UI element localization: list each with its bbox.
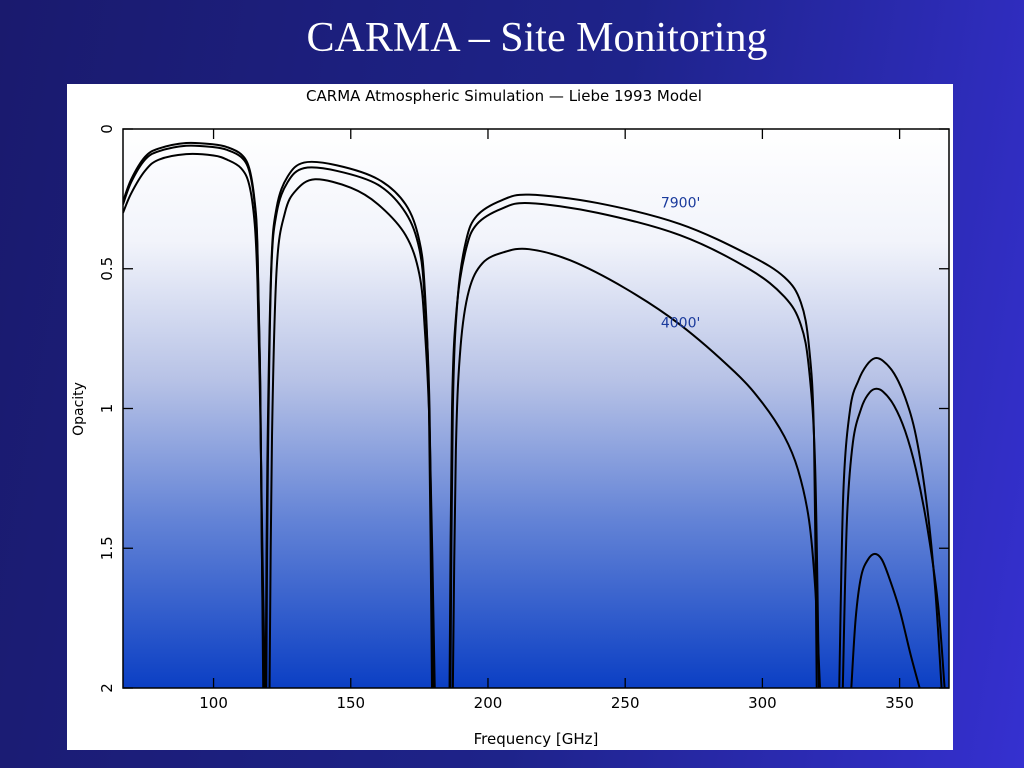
x-tick-label: 100 bbox=[199, 694, 228, 712]
series-3-segment-1 bbox=[123, 152, 266, 688]
opacity-chart: CARMA Atmospheric Simulation — Liebe 199… bbox=[71, 87, 950, 748]
slide-title: CARMA – Site Monitoring bbox=[306, 15, 768, 61]
x-axis-ticks: 100 150 200 250 300 350 bbox=[199, 129, 914, 712]
curve-annotation: 4000' bbox=[661, 315, 700, 331]
chart-figure: CARMA Atmospheric Simulation — Liebe 199… bbox=[67, 84, 953, 750]
series-3-segment-4 bbox=[850, 552, 921, 688]
x-tick-label: 200 bbox=[474, 694, 503, 712]
curve-group bbox=[123, 141, 946, 688]
series-2-segment-4 bbox=[841, 387, 946, 688]
curve-annotation: 7900' bbox=[661, 195, 700, 211]
x-tick-label: 300 bbox=[748, 694, 777, 712]
y-axis-label: Opacity bbox=[71, 382, 87, 436]
series-2-segment-2 bbox=[265, 166, 435, 688]
series-2-segment-3 bbox=[448, 201, 820, 688]
series-1-segment-4 bbox=[838, 356, 943, 688]
series-3-segment-3 bbox=[451, 247, 822, 688]
y-tick-label: 1.5 bbox=[98, 536, 116, 560]
curve-annotations: 7900' 4000' bbox=[661, 195, 700, 331]
series-3-segment-2 bbox=[268, 178, 436, 688]
y-tick-label: 0.5 bbox=[98, 257, 116, 281]
x-tick-label: 150 bbox=[336, 694, 365, 712]
chart-title: CARMA Atmospheric Simulation — Liebe 199… bbox=[306, 87, 702, 105]
y-tick-label: 0 bbox=[98, 124, 116, 134]
x-tick-label: 250 bbox=[611, 694, 640, 712]
y-tick-label: 2 bbox=[98, 683, 116, 693]
y-axis-ticks: 0 0.5 1 1.5 2 bbox=[98, 124, 949, 693]
x-tick-label: 350 bbox=[885, 694, 914, 712]
plot-background bbox=[123, 129, 949, 688]
y-tick-label: 1 bbox=[98, 404, 116, 414]
x-axis-label: Frequency [GHz] bbox=[474, 730, 599, 748]
